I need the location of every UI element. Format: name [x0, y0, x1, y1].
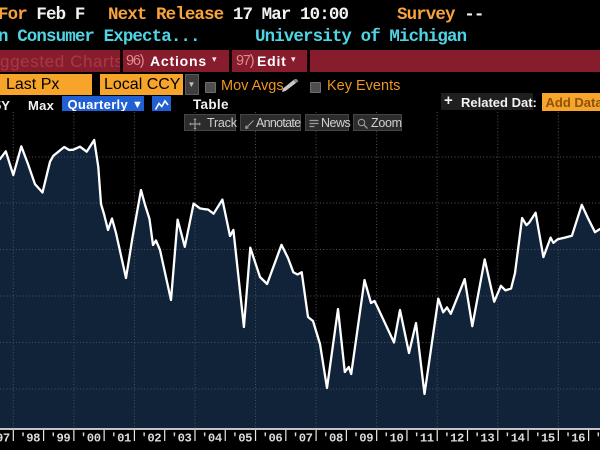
- svg-text:'11: '11: [413, 432, 434, 446]
- svg-text:'99: '99: [50, 432, 71, 446]
- svg-text:'16: '16: [564, 432, 585, 446]
- svg-text:'13: '13: [474, 432, 495, 446]
- svg-text:'12: '12: [443, 432, 464, 446]
- svg-text:'09: '09: [352, 432, 373, 446]
- svg-text:'04: '04: [201, 432, 222, 446]
- svg-text:'14: '14: [504, 432, 525, 446]
- svg-text:'15: '15: [534, 432, 555, 446]
- svg-text:'01: '01: [110, 432, 131, 446]
- svg-text:'97: '97: [0, 432, 10, 446]
- svg-text:'10: '10: [383, 432, 404, 446]
- svg-text:'00: '00: [80, 432, 101, 446]
- svg-text:'05: '05: [231, 432, 252, 446]
- svg-text:'98: '98: [19, 432, 40, 446]
- svg-text:'06: '06: [262, 432, 283, 446]
- svg-text:'17: '17: [595, 432, 600, 446]
- svg-text:'08: '08: [322, 432, 343, 446]
- svg-text:'02: '02: [140, 432, 161, 446]
- svg-text:'07: '07: [292, 432, 313, 446]
- svg-text:'03: '03: [171, 432, 192, 446]
